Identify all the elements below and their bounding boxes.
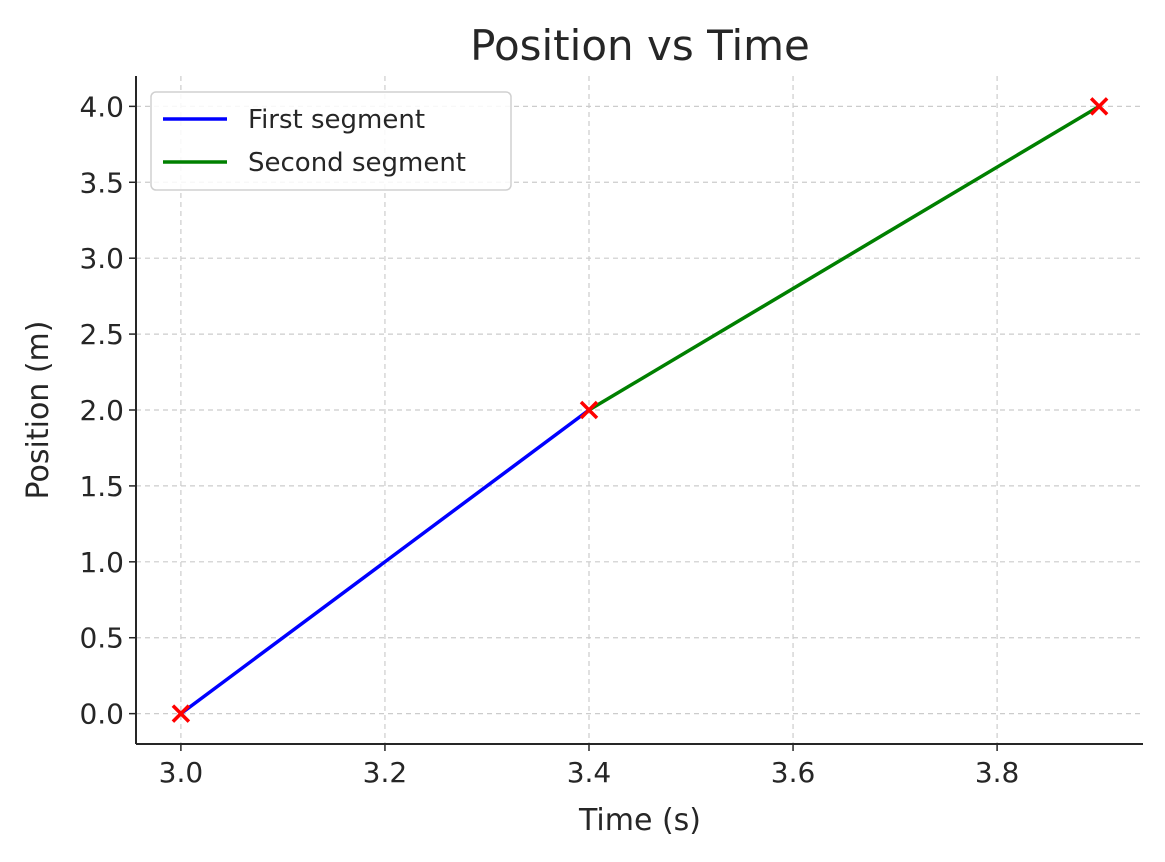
y-tick-label: 0.0	[79, 698, 124, 731]
legend: First segment Second segment	[150, 91, 512, 191]
legend-label-1: Second segment	[248, 148, 466, 178]
y-tick-label: 1.5	[79, 470, 124, 503]
y-tick-label: 0.5	[79, 622, 124, 655]
y-tick-label: 2.5	[79, 318, 124, 351]
data-point-marker	[579, 400, 599, 420]
markers-group	[171, 97, 1109, 723]
series-line-0	[179, 408, 591, 716]
x-tick-label: 3.4	[567, 756, 612, 789]
data-point-marker	[171, 704, 191, 723]
series-group	[179, 104, 1101, 716]
x-axis-label: Time (s)	[578, 803, 701, 838]
chart-title: Position vs Time	[470, 21, 810, 70]
y-tick-label: 2.0	[79, 394, 124, 427]
legend-label-0: First segment	[248, 105, 425, 135]
grid	[136, 76, 1143, 744]
x-tick-label: 3.2	[363, 756, 408, 789]
y-tick-label: 3.5	[79, 166, 124, 199]
y-tick-label: 3.0	[79, 242, 124, 275]
x-tick-label: 3.6	[771, 756, 816, 789]
y-axis-label: Position (m)	[21, 321, 56, 500]
legend-box	[150, 91, 512, 191]
axes: 3.0 3.2 3.4 3.6 3.8 0.0 0.5 1.0 1.5 2.0 2.5 3.0 3.5 4…	[79, 76, 1143, 789]
x-tick-label: 3.8	[975, 756, 1020, 789]
series-line-1	[588, 104, 1101, 412]
x-tick-label: 3.0	[159, 756, 204, 789]
y-tick-label: 4.0	[79, 90, 124, 123]
y-tick-label: 1.0	[79, 546, 124, 579]
data-point-marker	[1089, 97, 1109, 116]
